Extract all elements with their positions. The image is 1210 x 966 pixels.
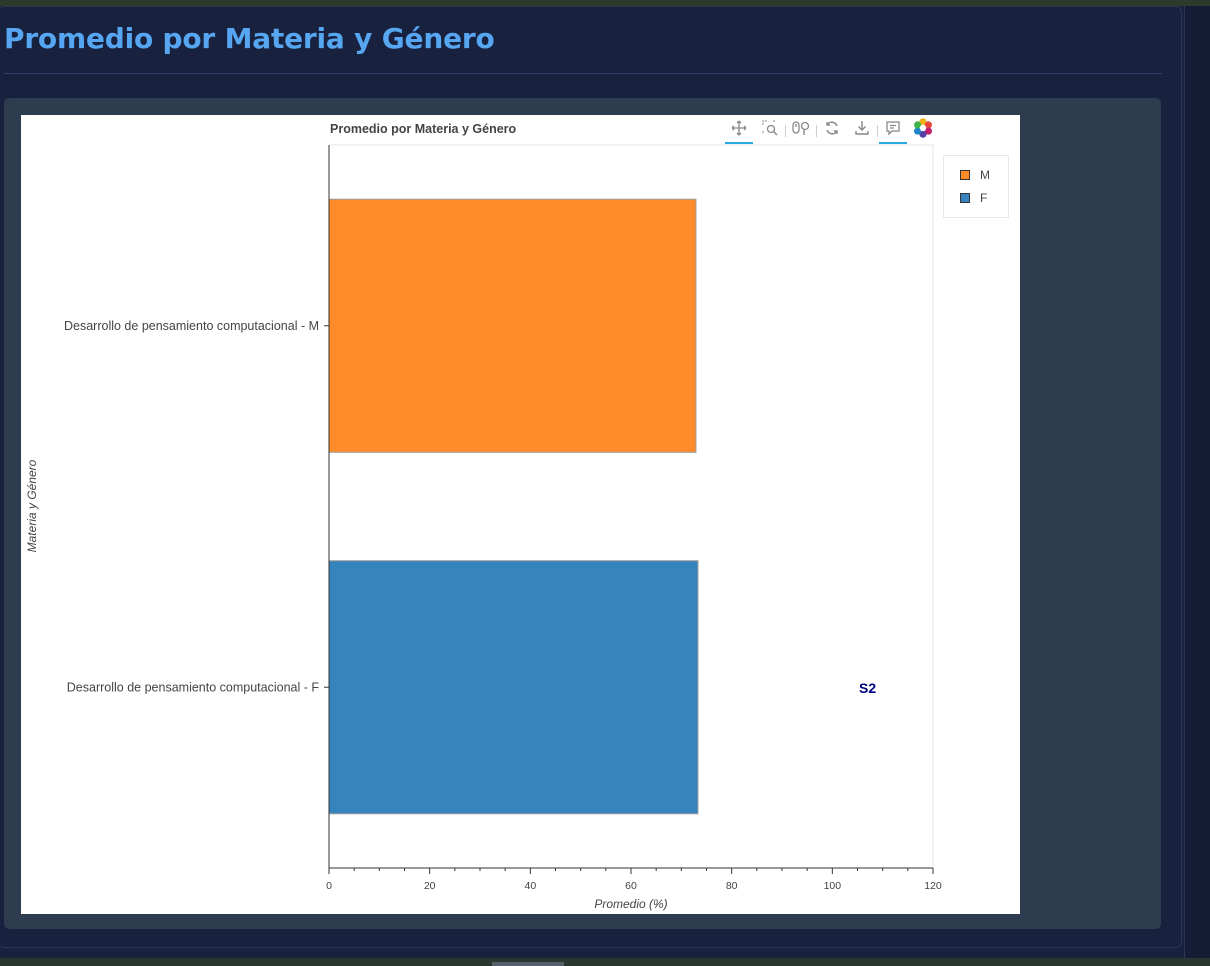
window-top-strip (0, 0, 1210, 6)
legend-item-m[interactable]: M (960, 167, 990, 183)
pan-tool[interactable] (724, 116, 754, 144)
bokeh-logo-icon (913, 117, 933, 143)
s2-annotation: S2 (859, 680, 877, 696)
horizontal-scroll-thumb[interactable] (492, 962, 564, 966)
page-title: Promedio por Materia y Género (4, 22, 495, 55)
page-panel-outline (0, 6, 1182, 948)
x-tick-label: 40 (524, 880, 536, 892)
save-icon (854, 120, 870, 141)
hover-tool[interactable] (878, 116, 908, 144)
legend-swatch-f (960, 193, 970, 203)
save-tool[interactable] (847, 116, 877, 144)
x-tick-label: 100 (824, 880, 842, 892)
y-axis-label: Materia y Género (25, 459, 39, 552)
x-tick-label: 0 (326, 880, 332, 892)
title-divider (4, 73, 1162, 74)
chart-legend: M F (943, 155, 1009, 218)
legend-label-m: M (980, 168, 990, 182)
y-tick-label: Desarrollo de pensamiento computacional … (64, 319, 319, 333)
reset-icon (824, 120, 840, 141)
reset-tool[interactable] (817, 116, 847, 144)
chart-toolbar (724, 116, 936, 144)
x-axis: 0 20 40 60 80 100 120 (326, 867, 942, 892)
y-axis: Desarrollo de pensamiento computacional … (64, 145, 330, 868)
legend-label-f: F (980, 191, 988, 205)
chart-title: Promedio por Materia y Género (330, 122, 517, 136)
wheel-zoom-icon (792, 120, 810, 141)
legend-item-f[interactable]: F (960, 190, 987, 206)
x-tick-label: 20 (424, 880, 436, 892)
bar-f[interactable] (328, 560, 699, 815)
bar-m[interactable] (328, 198, 697, 453)
box-zoom-tool[interactable] (755, 116, 785, 144)
box-zoom-icon (762, 119, 778, 141)
y-tick-label: Desarrollo de pensamiento computacional … (67, 680, 320, 694)
right-scroll-rail[interactable] (1184, 6, 1210, 958)
bars-layer (328, 198, 699, 815)
hover-icon (885, 120, 901, 141)
pan-icon (731, 120, 747, 141)
x-tick-label: 80 (726, 880, 738, 892)
x-axis-label: Promedio (%) (594, 897, 667, 911)
bokeh-logo[interactable] (908, 116, 938, 144)
legend-swatch-m (960, 170, 970, 180)
wheel-zoom-tool[interactable] (786, 116, 816, 144)
x-tick-label: 60 (625, 880, 637, 892)
x-tick-label: 120 (924, 880, 942, 892)
window-bottom-strip (0, 958, 1210, 966)
